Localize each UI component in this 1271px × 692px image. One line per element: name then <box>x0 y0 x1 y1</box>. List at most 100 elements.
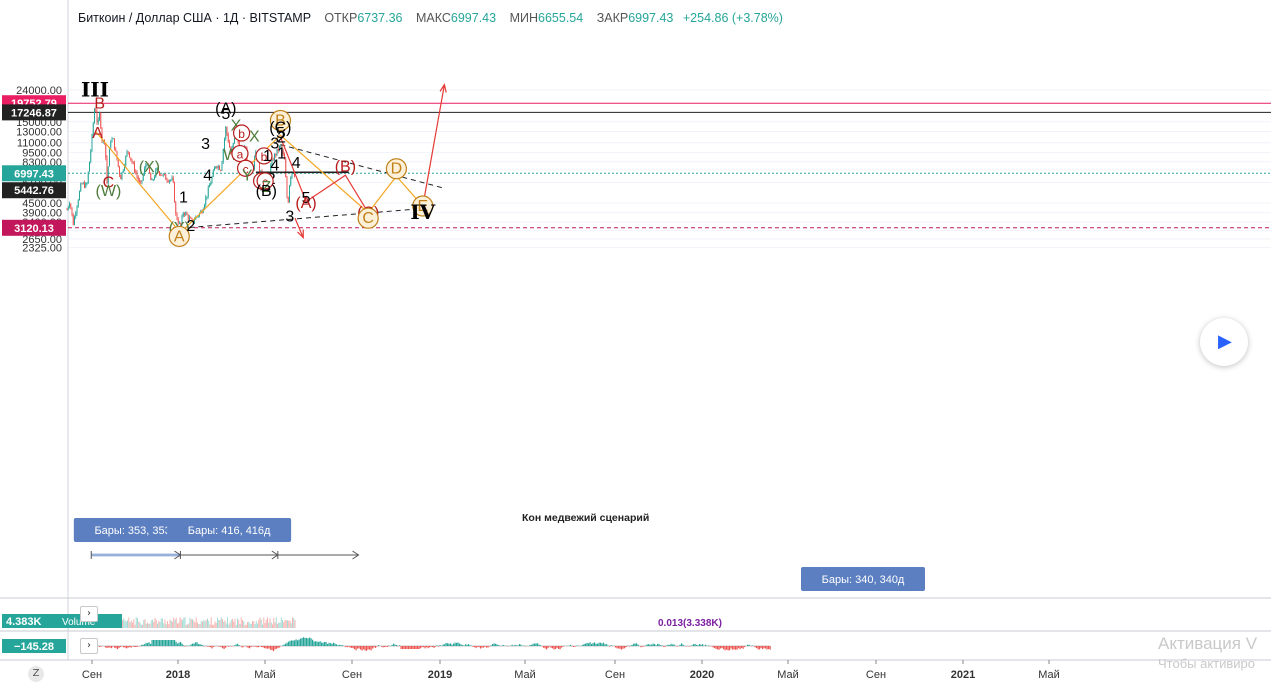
volume-bar <box>224 620 226 628</box>
macd-bar <box>630 645 632 646</box>
volume-bar <box>160 618 162 628</box>
macd-bar <box>370 646 372 651</box>
macd-bar <box>439 645 441 646</box>
candle-body <box>167 180 169 182</box>
candle-body <box>234 138 235 144</box>
volume-bar <box>184 617 186 628</box>
candle-body <box>149 165 150 174</box>
measure-arrow <box>352 550 360 560</box>
candle-body <box>289 185 290 203</box>
macd-bar <box>223 646 225 650</box>
macd-bar <box>183 645 185 646</box>
macd-bar <box>640 646 642 648</box>
macd-bar <box>192 643 194 646</box>
level-price-tag <box>2 182 66 199</box>
volume-bar <box>148 623 150 628</box>
macd-bar <box>766 646 768 650</box>
macd-bar <box>385 646 387 647</box>
macd-bar <box>150 643 152 646</box>
macd-bar <box>477 646 479 647</box>
macd-bar <box>604 644 606 646</box>
volume-bar <box>270 622 272 628</box>
macd-bar <box>615 646 617 648</box>
macd-bar <box>357 646 359 649</box>
volume-title: Volume <box>62 617 96 628</box>
scenario-caption: Кон медвежий сценарий <box>522 512 649 524</box>
wave-label: B <box>275 113 286 130</box>
macd-bar <box>304 637 306 646</box>
volume-bar <box>264 622 266 628</box>
macd-bar <box>99 646 101 647</box>
macd-bar <box>367 646 369 650</box>
candle-body <box>182 213 184 217</box>
volume-bar <box>210 617 212 628</box>
volume-bar <box>229 622 231 628</box>
macd-bar <box>97 645 99 646</box>
macd-bar <box>201 644 203 646</box>
volume-bar <box>190 619 192 628</box>
candle-body <box>181 216 183 225</box>
macd-bar <box>475 646 477 649</box>
macd-bar <box>694 643 696 646</box>
zoom-button[interactable]: Z <box>28 666 44 682</box>
symbol-title: Биткоин / Доллар США · 1Д · BITSTAMP <box>78 11 311 25</box>
macd-bar <box>394 644 396 646</box>
wave-label: X <box>231 117 242 134</box>
macd-bar <box>603 642 605 646</box>
candle-body <box>87 171 89 184</box>
macd-bar <box>168 640 170 646</box>
volume-bar <box>212 624 213 628</box>
volume-bar <box>234 618 236 628</box>
macd-bar <box>718 646 720 650</box>
candle-body <box>216 166 218 168</box>
macd-bar <box>373 646 375 648</box>
candle-body <box>224 138 225 150</box>
time-tick-label: 2021 <box>951 669 975 681</box>
macd-bar <box>421 646 423 648</box>
macd-bar <box>255 646 257 647</box>
candle-body <box>119 166 120 175</box>
wave-label: D <box>391 161 403 178</box>
candle-body <box>145 165 147 169</box>
volume-bar <box>275 617 277 628</box>
macd-bar <box>115 646 117 649</box>
macd-bar <box>109 646 111 648</box>
volume-bar <box>182 620 183 628</box>
macd-bar <box>520 644 522 646</box>
candle-body <box>214 168 215 171</box>
volume-bar <box>289 620 291 628</box>
macd-bar <box>331 643 333 646</box>
volume-bar <box>135 617 137 628</box>
macd-bar <box>402 646 404 649</box>
macd-bar <box>348 646 350 647</box>
wave-label: 4 <box>292 155 301 172</box>
volume-bar <box>220 617 222 628</box>
macd-collapse-button[interactable]: › <box>80 638 98 654</box>
volume-collapse-button[interactable]: › <box>80 606 98 622</box>
wave-label: 2 <box>186 218 195 235</box>
candle-body <box>176 213 178 220</box>
volume-bar <box>130 620 132 628</box>
macd-bar <box>196 642 198 646</box>
volume-bar <box>208 620 210 628</box>
macd-bar <box>417 646 419 649</box>
time-tick-label: Май <box>254 669 276 681</box>
price-tick-label: 24000.00 <box>16 85 62 97</box>
candle-body <box>137 176 139 181</box>
macd-bar <box>523 645 525 646</box>
macd-bar <box>412 646 414 649</box>
macd-bar <box>691 645 693 646</box>
macd-bar <box>156 640 158 646</box>
candle-body <box>92 123 94 135</box>
volume-bar <box>233 621 235 628</box>
macd-bar <box>243 646 245 647</box>
volume-bar <box>257 623 258 628</box>
macd-bar <box>291 640 293 646</box>
macd-bar <box>558 646 560 649</box>
low-value: 6655.54 <box>538 11 584 25</box>
scroll-to-realtime-button[interactable]: ▶ <box>1200 318 1248 366</box>
macd-bar <box>714 646 716 649</box>
volume-bar <box>283 621 285 628</box>
volume-bar <box>153 621 155 628</box>
